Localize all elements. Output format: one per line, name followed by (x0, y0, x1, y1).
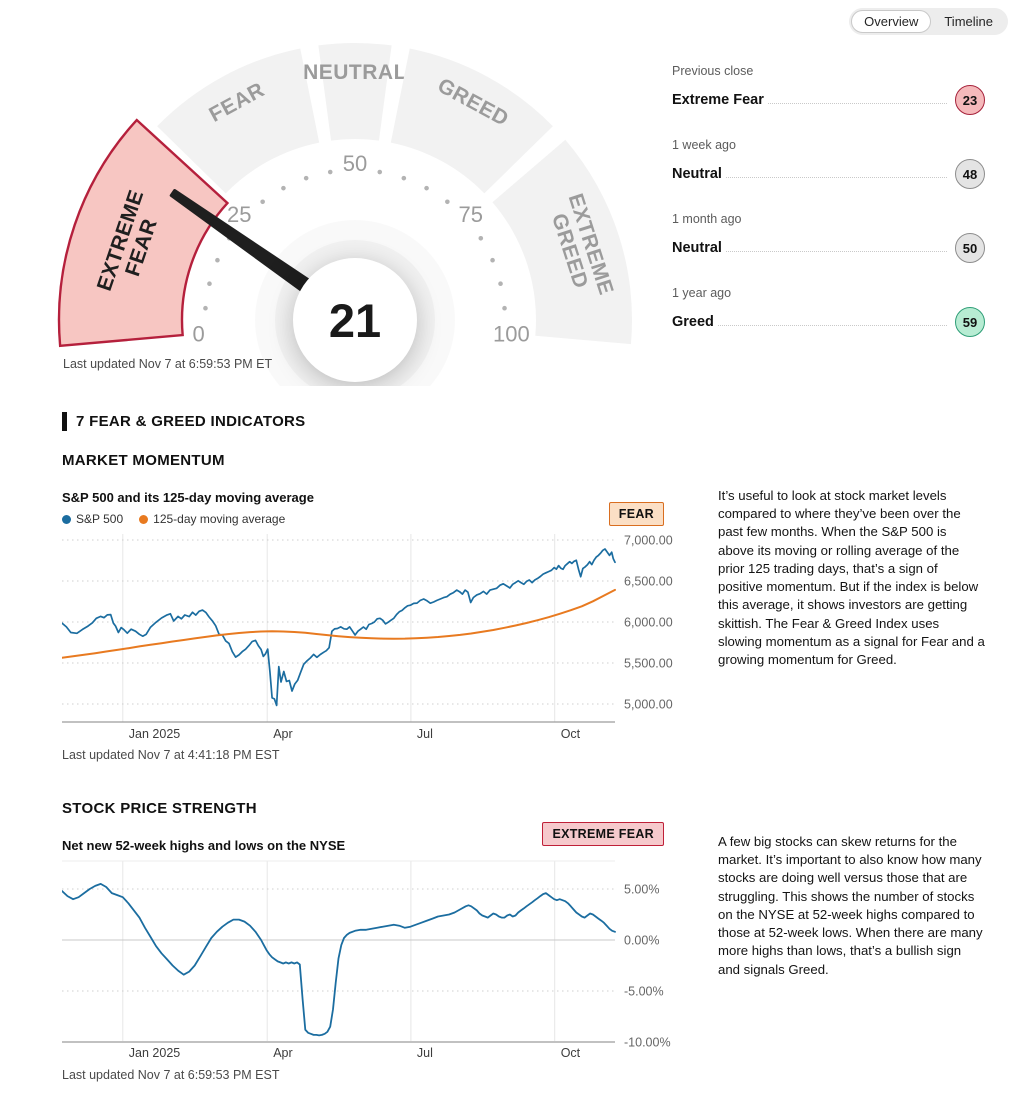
y-axis-tick-label: 5,000.00 (624, 698, 673, 712)
gauge-segment-extreme-fear (57, 118, 230, 348)
x-axis-tick-label: Jul (417, 727, 433, 741)
gauge-scale-number: 75 (459, 202, 483, 227)
history-row: 1 month ago Neutral 50 (672, 212, 985, 263)
indicators-section-title: 7 FEAR & GREED INDICATORS (76, 413, 306, 430)
dotted-leader (725, 250, 947, 252)
series-s-p-500 (62, 548, 616, 707)
x-axis-tick-label: Jan 2025 (129, 727, 180, 741)
gauge-segment-neutral (318, 42, 392, 141)
fear-greed-gauge: EXTREMEFEARFEARNEUTRALGREEDEXTREMEGREED0… (57, 42, 633, 382)
legend-dot-icon (139, 514, 149, 524)
x-axis-tick-label: Apr (273, 727, 292, 741)
history-row: 1 week ago Neutral 48 (672, 138, 985, 189)
history-label: Greed (672, 314, 714, 330)
history-period: 1 year ago (672, 286, 732, 300)
y-axis-tick-label: 6,000.00 (624, 616, 673, 630)
momentum-chart[interactable]: 7,000.00 6,500.00 6,000.00 5,500.00 5,000.00… (62, 532, 695, 748)
dotted-leader (725, 176, 947, 178)
gauge-center-disc (293, 258, 417, 382)
history-row: Previous close Extreme Fear 23 (672, 64, 985, 115)
history-period: Previous close (672, 64, 754, 78)
tab-overview[interactable]: Overview (851, 10, 932, 33)
legend-label: 125-day moving average (153, 512, 286, 526)
view-toggle: Overview Timeline (849, 8, 1008, 35)
x-axis-tick-label: Oct (561, 1046, 581, 1060)
gauge-value: 21 (329, 294, 381, 347)
history-value-circle: 23 (955, 85, 985, 115)
history-label: Extreme Fear (672, 92, 764, 108)
strength-chart-title: Net new 52-week highs and lows on the NY… (62, 838, 346, 853)
y-axis-tick-label: 5.00% (624, 883, 659, 897)
history-label: Neutral (672, 240, 722, 256)
strength-last-updated: Last updated Nov 7 at 6:59:53 PM EST (62, 1068, 280, 1082)
legend-item: S&P 500 (62, 512, 123, 526)
dotted-leader (767, 102, 947, 104)
y-axis-tick-label: -10.00% (624, 1036, 671, 1050)
y-axis-tick-label: 5,500.00 (624, 657, 673, 671)
strength-status-badge: EXTREME FEAR (542, 822, 664, 846)
gauge-scale-number: 25 (227, 202, 251, 227)
momentum-status-badge: FEAR (608, 502, 664, 526)
history-value-circle: 48 (955, 159, 985, 189)
history-period: 1 week ago (672, 138, 736, 152)
y-axis-tick-label: -5.00% (624, 985, 664, 999)
momentum-legend: S&P 500 125-day moving average (62, 512, 285, 526)
gauge-segment-extreme-greed (492, 139, 633, 345)
series-net-new-52-week-highs (62, 882, 616, 1037)
y-axis-tick-label: 0.00% (624, 934, 659, 948)
gauge-scale-number: 0 (192, 322, 204, 347)
gauge-segment-fear (157, 48, 320, 194)
x-axis-tick-label: Jul (417, 1046, 433, 1060)
momentum-chart-title: S&P 500 and its 125-day moving average (62, 490, 314, 505)
gauge-last-updated: Last updated Nov 7 at 6:59:53 PM ET (63, 357, 273, 371)
y-axis-tick-label: 7,000.00 (624, 534, 673, 548)
gauge-scale-number: 50 (343, 151, 367, 176)
dotted-leader (717, 324, 947, 326)
history-row: 1 year ago Greed 59 (672, 286, 985, 337)
gauge-scale-number: 100 (493, 322, 530, 347)
history-value-circle: 59 (955, 307, 985, 337)
gauge-segment-label: NEUTRAL (303, 61, 407, 84)
history-period: 1 month ago (672, 212, 742, 226)
strength-chart[interactable]: 5.00% 0.00% -5.00% -10.00% Jan 2025 Apr Jul Oct (62, 858, 695, 1064)
x-axis-tick-label: Apr (273, 1046, 292, 1060)
x-axis-tick-label: Jan 2025 (129, 1046, 180, 1060)
gauge-segment-greed (390, 48, 553, 194)
history-value-circle: 50 (955, 233, 985, 263)
section-bar (62, 412, 67, 431)
series-125-day-moving-average (62, 588, 616, 659)
momentum-last-updated: Last updated Nov 7 at 4:41:18 PM EST (62, 748, 280, 762)
legend-dot-icon (62, 514, 71, 524)
momentum-description: It’s useful to look at stock market leve… (718, 488, 985, 667)
history-label: Neutral (672, 166, 722, 182)
legend-label: S&P 500 (76, 512, 124, 526)
indicators-section-header: 7 FEAR & GREED INDICATORS (62, 412, 305, 431)
strength-heading: STOCK PRICE STRENGTH (62, 800, 257, 817)
legend-item: 125-day moving average (139, 512, 285, 526)
history-list: Previous close Extreme Fear 23 1 week ago Ne… (672, 64, 985, 360)
x-axis-tick-label: Oct (561, 727, 581, 741)
strength-description: A few big stocks can skew returns for th… (718, 834, 983, 977)
y-axis-tick-label: 6,500.00 (624, 575, 673, 589)
tab-timeline[interactable]: Timeline (944, 14, 993, 29)
momentum-heading: MARKET MOMENTUM (62, 452, 225, 469)
